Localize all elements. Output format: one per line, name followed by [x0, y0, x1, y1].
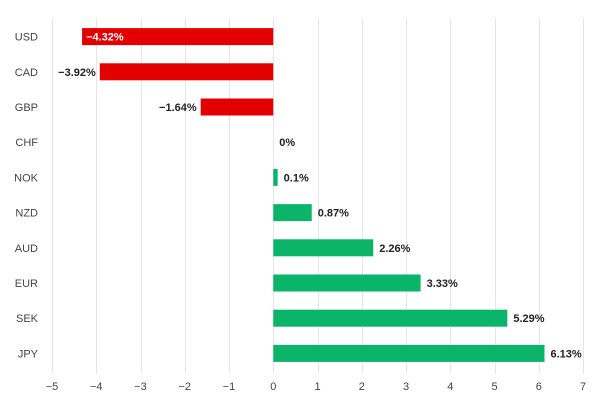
x-axis-ticks: −5 −4 −3 −2 −1 0 1 2 3 4 5 6 7	[46, 381, 586, 393]
category-label: EUR	[15, 278, 38, 290]
x-tick-label: 1	[314, 381, 320, 393]
bar-jpy	[273, 344, 545, 362]
x-tick-label: 4	[447, 381, 453, 393]
x-tick-label: −4	[90, 381, 103, 393]
data-label: 3.33%	[427, 278, 458, 290]
category-labels: USD CAD GBP CHF NOK NZD AUD EUR SEK JPY	[14, 32, 39, 361]
data-label: 6.13%	[551, 348, 582, 360]
x-tick-label: −5	[46, 381, 59, 393]
bars	[82, 28, 545, 362]
category-label: NZD	[15, 208, 38, 220]
category-label: SEK	[16, 313, 39, 325]
x-tick-label: 5	[491, 381, 497, 393]
x-tick-label: −1	[223, 381, 236, 393]
x-tick-label: 7	[580, 381, 586, 393]
bar-aud	[273, 239, 374, 257]
data-label: −4.32%	[86, 32, 124, 44]
data-label: −1.64%	[159, 102, 197, 114]
category-label: CHF	[15, 137, 38, 149]
bar-nok	[273, 168, 278, 186]
x-tick-label: 3	[403, 381, 409, 393]
data-label: 5.29%	[513, 313, 544, 325]
category-label: NOK	[14, 172, 39, 184]
bar-nzd	[273, 204, 312, 222]
x-tick-label: −3	[134, 381, 147, 393]
bar-gbp	[200, 98, 274, 116]
x-tick-label: −2	[178, 381, 191, 393]
x-tick-label: 2	[359, 381, 365, 393]
x-tick-label: 6	[536, 381, 542, 393]
bar-usd	[82, 28, 274, 46]
data-label: 0%	[279, 137, 295, 149]
category-label: GBP	[15, 102, 38, 114]
bar-eur	[273, 274, 421, 292]
category-label: CAD	[15, 67, 38, 79]
data-label: −3.92%	[58, 67, 96, 79]
data-label: 0.1%	[284, 172, 309, 184]
data-label: 2.26%	[379, 243, 410, 255]
data-labels: −4.32% −3.92% −1.64% 0% 0.1% 0.87% 2.26% 3.33% 5…	[58, 32, 582, 361]
category-label: AUD	[15, 243, 38, 255]
category-label: JPY	[18, 348, 39, 360]
x-tick-label: 0	[270, 381, 276, 393]
bar-sek	[273, 309, 508, 327]
category-label: USD	[15, 32, 38, 44]
bar-cad	[99, 63, 274, 81]
data-label: 0.87%	[318, 208, 349, 220]
